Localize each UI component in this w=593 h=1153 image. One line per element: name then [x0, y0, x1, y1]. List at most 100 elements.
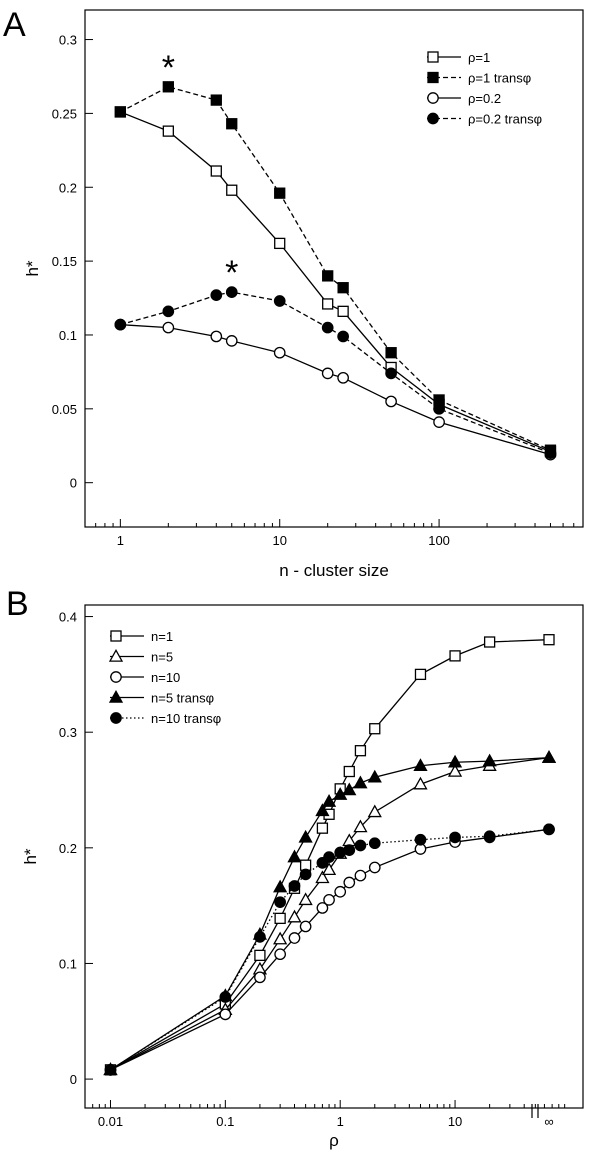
- series-2: [103, 750, 557, 1076]
- data-point: [447, 754, 463, 768]
- data-point: [254, 971, 266, 984]
- data-point: [225, 286, 238, 298]
- data-point: [210, 289, 223, 301]
- series-line: [120, 111, 551, 453]
- data-point: [254, 949, 266, 962]
- data-point: [353, 819, 368, 833]
- data-point: [337, 371, 349, 384]
- legend-entry: ρ=1 transφ: [468, 71, 531, 86]
- panel-label-a: A: [3, 6, 26, 44]
- data-point: [321, 321, 334, 334]
- y-tick-label: 0.05: [52, 402, 77, 417]
- data-point: [273, 346, 286, 359]
- data-point: [162, 125, 174, 137]
- panel-label-b: B: [6, 585, 29, 623]
- data-point: [413, 776, 428, 790]
- series-line: [110, 756, 550, 1071]
- y-tick-label: 0.1: [59, 956, 77, 971]
- legend: n=1 n=5 n=10 n=5 transφ n=10 transφ: [108, 629, 221, 726]
- data-point: [273, 879, 288, 893]
- data-point: [162, 305, 175, 318]
- y-axis-label: h*: [21, 848, 40, 864]
- legend-marker: [110, 671, 122, 683]
- legend-marker: [108, 689, 124, 703]
- data-point: [162, 321, 175, 334]
- x-axis-label: ρ: [329, 1131, 339, 1150]
- plot-frame: [84, 604, 584, 1109]
- data-point: [315, 870, 330, 884]
- data-point: [315, 803, 330, 817]
- y-tick-label: 0.1: [59, 328, 77, 343]
- data-point: [483, 636, 496, 648]
- plot-frame: [84, 9, 584, 528]
- data-point: [343, 844, 356, 856]
- data-point: [343, 876, 356, 889]
- data-point: [342, 782, 357, 796]
- legend-marker: [108, 648, 124, 662]
- legend-entry: n=10 transφ: [151, 711, 221, 726]
- data-point: [369, 723, 381, 735]
- series-line: [110, 828, 550, 1071]
- legend-marker: [110, 712, 122, 724]
- legend-entry: n=10: [151, 670, 180, 685]
- data-point: [298, 892, 313, 906]
- series-3: [114, 318, 557, 461]
- data-point: [337, 305, 349, 317]
- data-point: [449, 650, 461, 662]
- data-point: [543, 823, 555, 836]
- data-point: [323, 894, 335, 906]
- y-tick-label: 0.3: [59, 725, 77, 740]
- data-point: [210, 330, 223, 343]
- data-point: [322, 270, 334, 282]
- data-point: [433, 416, 445, 428]
- data-point: [483, 830, 496, 843]
- x-tick-label: 0.1: [216, 1114, 234, 1129]
- y-tick-label: 0.3: [59, 33, 77, 48]
- data-point: [273, 931, 288, 945]
- data-point: [482, 753, 497, 767]
- significance-star: *: [225, 254, 238, 292]
- data-point: [274, 948, 286, 961]
- data-point: [114, 106, 127, 118]
- data-point: [274, 187, 286, 199]
- data-point: [354, 745, 367, 757]
- legend-marker: [427, 92, 439, 104]
- data-point: [254, 931, 266, 943]
- y-tick-label: 0: [70, 476, 77, 491]
- data-point: [433, 402, 445, 415]
- legend-entry: ρ=1: [468, 50, 490, 65]
- data-point: [354, 869, 367, 882]
- data-point: [273, 295, 286, 307]
- y-tick-label: 0.4: [59, 610, 77, 625]
- data-point: [210, 165, 222, 177]
- series-line: [110, 828, 550, 1071]
- data-point: [226, 184, 238, 196]
- data-point: [274, 237, 286, 250]
- y-tick-label: 0.25: [52, 106, 77, 121]
- data-point: [114, 318, 127, 331]
- data-point: [353, 775, 368, 789]
- data-point: [274, 912, 286, 925]
- legend-marker: [110, 630, 122, 642]
- data-point: [287, 909, 302, 923]
- data-point: [321, 862, 337, 876]
- series-2: [114, 81, 557, 456]
- y-tick-label: 0.15: [52, 254, 77, 269]
- x-tick-label: 1: [337, 1114, 344, 1129]
- data-point: [413, 758, 428, 771]
- data-point: [323, 851, 335, 863]
- data-point: [322, 298, 334, 310]
- data-point: [210, 94, 222, 106]
- data-point: [354, 839, 367, 852]
- data-point: [321, 794, 337, 807]
- legend-entry: ρ=0.2 transφ: [468, 112, 542, 127]
- data-point: [334, 885, 347, 898]
- legend-entry: n=5: [151, 650, 173, 665]
- data-point: [367, 804, 382, 818]
- significance-star: *: [162, 49, 175, 87]
- data-point: [414, 668, 427, 681]
- data-point: [298, 829, 313, 843]
- data-point: [449, 831, 461, 844]
- data-point: [299, 920, 312, 933]
- data-point: [219, 991, 232, 1003]
